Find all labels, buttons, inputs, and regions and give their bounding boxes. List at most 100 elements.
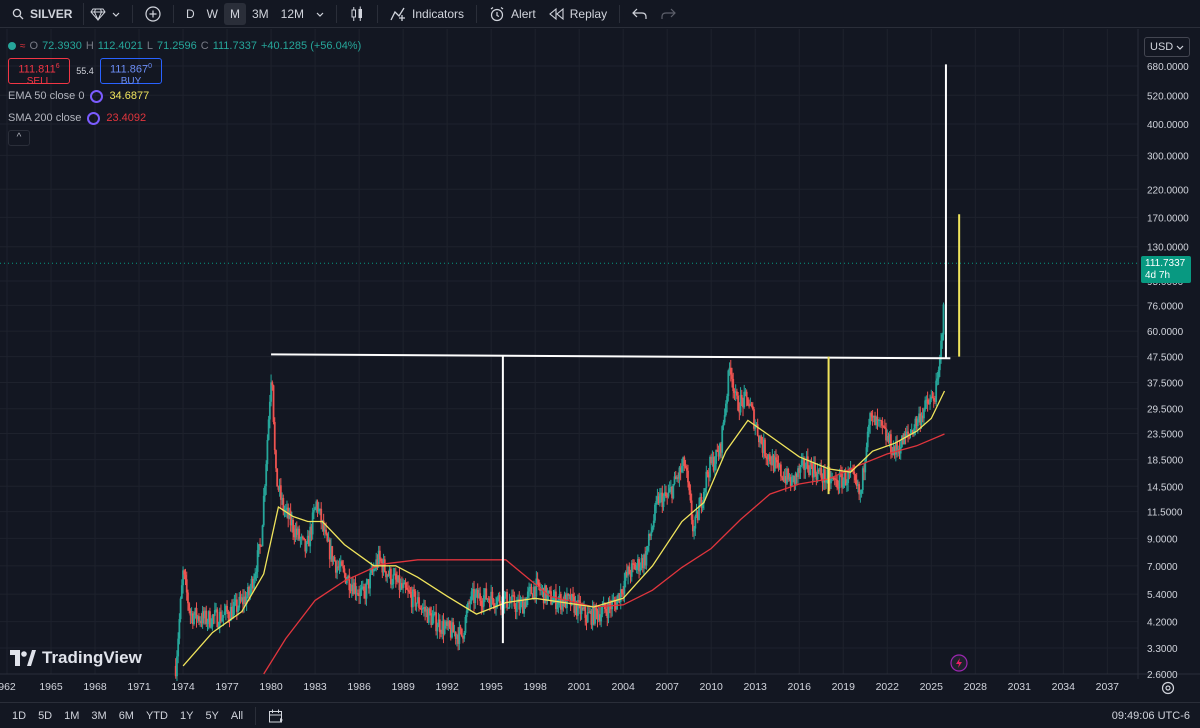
ohlc-high: 112.4021: [97, 40, 143, 52]
candle-body: [568, 594, 571, 596]
interval-12m[interactable]: 12M: [280, 6, 305, 21]
buy-button[interactable]: 111.8670 BUY: [100, 58, 162, 87]
sma-legend[interactable]: SMA 200 close 23.4092: [8, 108, 361, 128]
range-ytd[interactable]: YTD: [145, 709, 168, 722]
candle-body: [605, 608, 607, 612]
indicator-settings-icon[interactable]: [90, 89, 104, 103]
candle-body: [804, 467, 807, 470]
range-6m[interactable]: 6M: [118, 709, 134, 722]
range-1m[interactable]: 1M: [64, 709, 80, 722]
candle-body: [348, 575, 351, 591]
collapse-legend-button[interactable]: ^: [8, 130, 30, 146]
indicator-settings-icon[interactable]: [87, 111, 101, 125]
settings-icon[interactable]: [1161, 681, 1175, 695]
candle-body: [437, 619, 440, 628]
candle-body: [826, 469, 829, 481]
candle-body: [684, 465, 687, 468]
candle-body: [508, 601, 511, 608]
candle-body: [632, 563, 634, 565]
candle-body: [371, 569, 374, 572]
candle-body: [655, 500, 658, 505]
candle-body: [699, 497, 702, 506]
currency-selector[interactable]: USD: [1144, 37, 1190, 57]
chart-type-button[interactable]: [343, 3, 371, 25]
time-axis[interactable]: 962 1965 1968 1971 1974 1977 1980 1983 1986 1989 1…: [0, 681, 1119, 693]
sell-button[interactable]: 111.8116 SELL: [8, 58, 70, 87]
candle-body: [890, 434, 892, 454]
alert-button[interactable]: Alert: [483, 3, 542, 25]
ohlc-close: 111.7337: [212, 40, 257, 52]
candle-body: [282, 498, 285, 511]
candle-body: [683, 457, 686, 466]
clock[interactable]: 09:49:06 UTC-6: [1111, 710, 1190, 722]
add-symbol-button[interactable]: [139, 3, 167, 25]
range-all[interactable]: All: [230, 709, 244, 722]
candle-body: [470, 591, 473, 602]
candle-body: [645, 550, 648, 566]
candle-body: [553, 591, 556, 598]
candle-body: [669, 486, 672, 489]
interval-d[interactable]: D: [186, 6, 195, 21]
replay-icon: [548, 7, 564, 20]
candle-body: [561, 599, 563, 610]
goto-date-button[interactable]: [262, 709, 290, 723]
candle-body: [316, 501, 319, 512]
toolbar-divider: [132, 4, 133, 23]
range-3m[interactable]: 3M: [91, 709, 107, 722]
candle-body: [179, 598, 182, 620]
interval-3m[interactable]: 3M: [252, 6, 269, 21]
candle-body: [630, 563, 633, 577]
tradingview-logo[interactable]: TradingView: [10, 648, 142, 668]
ema-value: 34.6877: [109, 90, 150, 102]
candle-body: [901, 435, 903, 447]
candle-body: [586, 612, 589, 623]
candle-body: [540, 589, 543, 591]
candle-body: [556, 604, 559, 610]
range-5d[interactable]: 5D: [38, 709, 53, 722]
time-tick-label: 1983: [303, 681, 327, 693]
price-tick-label: 9.0000: [1147, 534, 1178, 545]
range-1y[interactable]: 1Y: [179, 709, 194, 722]
candle-body: [525, 597, 528, 608]
price-tick-label: 680.0000: [1147, 62, 1189, 73]
candle-body: [811, 466, 814, 478]
chart-legend: ≈ O 72.3930 H 112.4021 L 71.2596 C 111.7337 …: [8, 38, 361, 146]
candle-body: [727, 370, 730, 397]
candle-body: [454, 631, 457, 639]
redo-button[interactable]: [654, 3, 682, 25]
candle-body: [526, 591, 529, 598]
candle-body: [270, 382, 272, 402]
candle-body: [174, 665, 177, 677]
range-5y[interactable]: 5Y: [205, 709, 219, 722]
indicators-button[interactable]: Indicators: [384, 3, 470, 25]
candle-body: [854, 474, 857, 481]
candle-body: [297, 528, 299, 535]
candle-body: [451, 622, 453, 638]
compare-button[interactable]: [84, 3, 126, 25]
undo-button[interactable]: [626, 3, 654, 25]
candle-body: [581, 607, 584, 610]
candle-body: [413, 589, 416, 592]
range-1d[interactable]: 1D: [12, 709, 27, 722]
candle-body: [404, 582, 407, 588]
candle-body: [731, 374, 733, 379]
candle-body: [326, 533, 329, 542]
lightning-icon[interactable]: [950, 654, 968, 672]
interval-w[interactable]: W: [206, 6, 218, 21]
candle-body: [682, 457, 684, 466]
candle-body: [926, 399, 929, 404]
candle-body: [337, 566, 340, 568]
candle-body: [308, 535, 310, 547]
candle-body: [550, 591, 552, 605]
replay-button[interactable]: Replay: [542, 3, 613, 25]
interval-m[interactable]: M: [224, 2, 246, 25]
candle-body: [424, 607, 427, 612]
price-chart[interactable]: 680.0000 520.0000 400.0000 300.0000 220.0000…: [0, 29, 1200, 702]
interval-menu-button[interactable]: [310, 3, 330, 25]
candle-body: [353, 582, 356, 595]
candle-body: [787, 468, 790, 480]
candle-body: [919, 413, 922, 426]
candle-body: [478, 593, 480, 599]
symbol-search[interactable]: SILVER: [4, 2, 84, 25]
ema-legend[interactable]: EMA 50 close 0 34.6877: [8, 86, 361, 106]
